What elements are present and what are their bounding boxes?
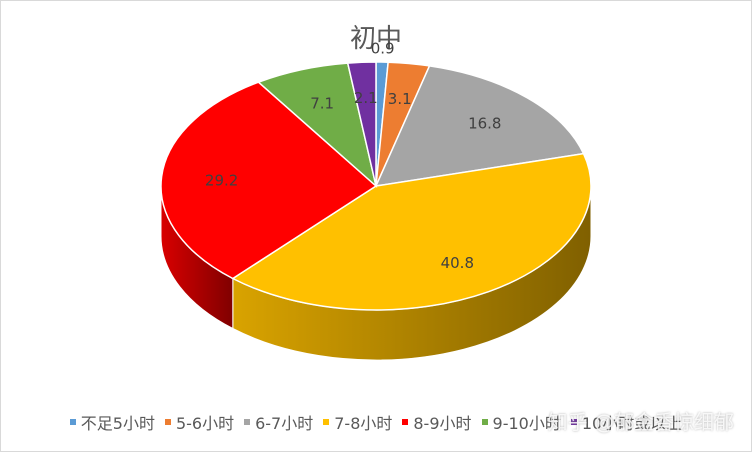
- pie-slice-3: [231, 152, 592, 311]
- legend-item-0: 不足5小时: [69, 410, 155, 434]
- pie-labels: 0.9 3.1 16.8 40.8 29.2 7.1 2.1: [205, 40, 502, 272]
- legend-swatch-5: [481, 419, 488, 425]
- legend-item-4: 8-9小时: [402, 410, 472, 434]
- legend-swatch-2: [244, 419, 251, 425]
- legend-swatch-4: [402, 419, 409, 425]
- data-label-6: 2.1: [354, 89, 378, 107]
- chart-title: 初中: [349, 24, 402, 54]
- legend-item-5: 9-10小时: [481, 410, 561, 434]
- data-label-2: 16.8: [468, 114, 501, 132]
- data-label-1: 3.1: [388, 90, 412, 108]
- legend-item-2: 6-7小时: [244, 410, 313, 434]
- legend-label-6: 10小时或以上: [581, 414, 683, 433]
- data-label-5: 7.1: [310, 94, 334, 112]
- legend-swatch-0: [69, 419, 76, 425]
- legend-swatch-1: [164, 419, 171, 425]
- watermark-text: 知乎 @郁金香惊细郁: [547, 410, 734, 434]
- legend-item-6: 10小时或以上: [570, 410, 683, 434]
- data-label-3: 40.8: [441, 254, 474, 272]
- legend-label-1: 5-6小时: [175, 414, 235, 433]
- pie-top: [160, 61, 592, 311]
- pie-slice-2: [374, 65, 585, 187]
- pie-slice-4: [160, 81, 378, 280]
- legend-label-4: 8-9小时: [413, 414, 472, 433]
- pie-slice-6: [346, 61, 377, 187]
- legend-label-3: 7-8小时: [334, 414, 393, 433]
- legend-swatch-6: [570, 419, 577, 425]
- data-label-0: 0.9: [371, 40, 395, 58]
- legend-label-2: 6-7小时: [255, 414, 314, 433]
- legend-label-5: 9-10小时: [492, 414, 561, 433]
- legend-label-0: 不足5小时: [80, 414, 155, 433]
- legend-item-1: 5-6小时: [164, 410, 235, 434]
- legend-item-3: 7-8小时: [323, 410, 392, 434]
- chart-legend: 不足5小时 5-6小时 6-7小时 7-8小时 8-9小时 9-10小时 10小…: [0, 410, 752, 434]
- data-label-4: 29.2: [205, 171, 238, 189]
- legend-swatch-3: [323, 419, 330, 425]
